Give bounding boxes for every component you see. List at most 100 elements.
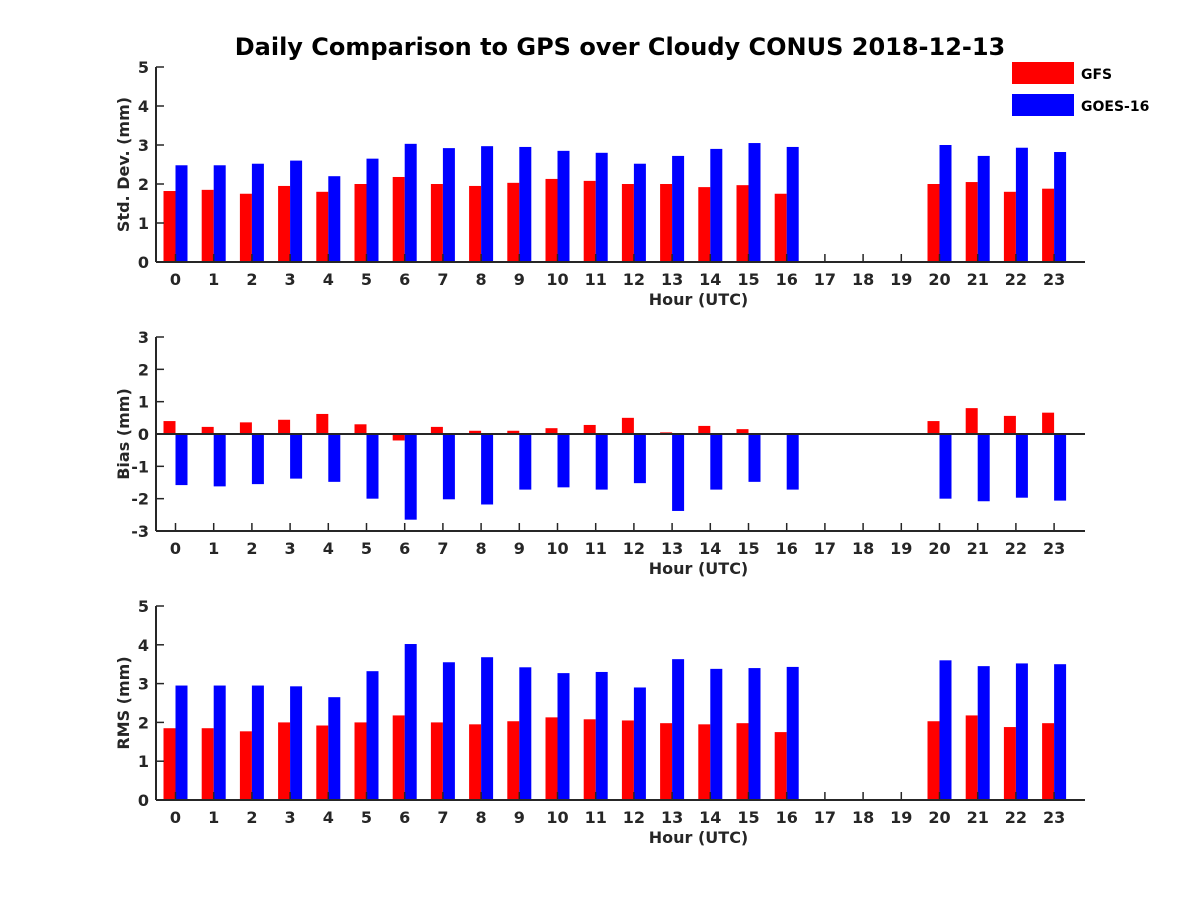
bar-goes16-12 (633, 434, 646, 484)
bar-gfs-11 (583, 180, 596, 262)
x-tick-label: 12 (623, 539, 645, 558)
x-tick-label: 2 (246, 539, 257, 558)
bar-goes16-1 (213, 685, 226, 800)
x-tick-label: 7 (437, 808, 448, 827)
legend-swatch-goes16 (1012, 94, 1074, 116)
bar-goes16-4 (328, 176, 341, 262)
x-tick-label: 5 (361, 270, 372, 289)
x-tick-label: 18 (852, 808, 874, 827)
bar-gfs-14 (698, 425, 711, 434)
x-tick-label: 17 (814, 539, 836, 558)
x-tick-label: 1 (208, 808, 219, 827)
x-tick-label: 18 (852, 270, 874, 289)
x-tick-label: 6 (399, 270, 410, 289)
bar-gfs-9 (507, 430, 520, 434)
x-tick-label: 16 (776, 539, 798, 558)
x-tick-label: 11 (585, 808, 607, 827)
x-tick-label: 9 (514, 539, 525, 558)
bar-gfs-4 (316, 191, 329, 262)
bar-gfs-16 (774, 193, 787, 262)
bar-gfs-7 (430, 722, 443, 800)
bar-goes16-15 (748, 668, 761, 800)
x-tick-label: 22 (1005, 808, 1027, 827)
x-tick-label: 3 (285, 270, 296, 289)
x-tick-label: 4 (323, 808, 334, 827)
bar-goes16-23 (1054, 152, 1067, 262)
x-tick-label: 3 (285, 808, 296, 827)
x-tick-label: 9 (514, 808, 525, 827)
bar-gfs-20 (927, 721, 940, 800)
bar-goes16-22 (1015, 434, 1028, 498)
bar-goes16-8 (481, 146, 494, 262)
bar-gfs-4 (316, 725, 329, 800)
bar-gfs-6 (392, 176, 405, 262)
y-tick-label: 0 (138, 253, 149, 272)
bar-gfs-23 (1042, 412, 1055, 434)
y-tick-label: 3 (138, 675, 149, 694)
bar-goes16-10 (557, 434, 570, 488)
bar-goes16-20 (939, 145, 952, 262)
x-tick-label: 1 (208, 270, 219, 289)
x-tick-label: 2 (246, 270, 257, 289)
bar-gfs-2 (239, 731, 252, 800)
bar-goes16-13 (672, 434, 685, 511)
bar-gfs-9 (507, 721, 520, 800)
y-tick-label: 5 (138, 58, 149, 77)
x-tick-label: 13 (661, 270, 683, 289)
bar-goes16-2 (251, 434, 264, 485)
y-tick-label: 3 (138, 136, 149, 155)
bar-gfs-0 (163, 728, 176, 800)
bar-goes16-14 (710, 434, 723, 490)
y-axis-title: Bias (mm) (114, 388, 133, 480)
bar-gfs-16 (774, 732, 787, 800)
bar-gfs-21 (965, 182, 978, 262)
bar-gfs-20 (927, 184, 940, 262)
bar-goes16-13 (672, 659, 685, 800)
bar-goes16-23 (1054, 434, 1067, 501)
legend-swatch-gfs (1012, 62, 1074, 84)
bar-goes16-11 (595, 152, 608, 262)
bar-goes16-7 (442, 148, 455, 262)
x-tick-label: 8 (476, 539, 487, 558)
y-tick-label: 0 (138, 425, 149, 444)
bar-goes16-3 (290, 434, 303, 479)
x-tick-label: 16 (776, 270, 798, 289)
bar-gfs-10 (545, 178, 558, 262)
bar-gfs-10 (545, 717, 558, 800)
x-tick-label: 23 (1043, 270, 1065, 289)
x-tick-label: 10 (546, 808, 568, 827)
x-axis-title: Hour (UTC) (649, 559, 749, 578)
x-tick-label: 5 (361, 539, 372, 558)
bar-gfs-23 (1042, 188, 1055, 262)
bar-goes16-4 (328, 697, 341, 800)
bar-gfs-14 (698, 187, 711, 262)
bar-goes16-11 (595, 434, 608, 490)
x-tick-label: 21 (967, 539, 989, 558)
bar-gfs-12 (621, 184, 634, 262)
bar-goes16-1 (213, 165, 226, 262)
bar-gfs-5 (354, 722, 367, 800)
x-tick-label: 23 (1043, 808, 1065, 827)
y-tick-label: 4 (138, 636, 149, 655)
bar-goes16-9 (519, 667, 532, 800)
y-tick-label: 1 (138, 393, 149, 412)
x-tick-label: 3 (285, 539, 296, 558)
bar-gfs-21 (965, 408, 978, 434)
bar-goes16-13 (672, 155, 685, 262)
bar-goes16-23 (1054, 664, 1067, 800)
bar-goes16-9 (519, 434, 532, 490)
bar-gfs-15 (736, 185, 749, 262)
bar-gfs-1 (201, 728, 214, 800)
bar-gfs-5 (354, 424, 367, 434)
bar-goes16-5 (366, 158, 379, 262)
x-tick-label: 15 (737, 808, 759, 827)
x-tick-label: 11 (585, 270, 607, 289)
bar-goes16-3 (290, 686, 303, 800)
bar-goes16-7 (442, 662, 455, 800)
x-tick-label: 19 (890, 270, 912, 289)
y-tick-label: 5 (138, 597, 149, 616)
bar-goes16-3 (290, 160, 303, 262)
